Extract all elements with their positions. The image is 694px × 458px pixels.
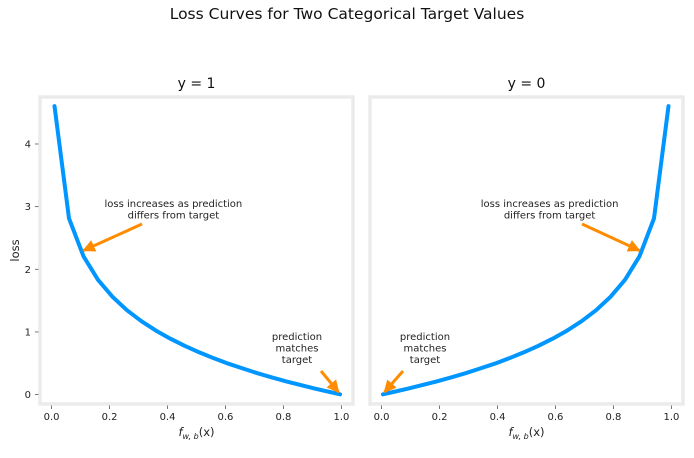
annotation-text: loss increases as prediction differs from… bbox=[105, 199, 243, 222]
annotation-1: loss increases as prediction differs from… bbox=[481, 199, 641, 252]
y-tick-label: 4 bbox=[25, 139, 31, 150]
plot-panel-2: y = 0 0.0 0.2 0.4 0.6 0.8 1.0 fw, b(x) loss incr… bbox=[368, 76, 685, 441]
annotation-2: prediction matches target bbox=[272, 332, 340, 394]
plot-title: y = 1 bbox=[178, 76, 216, 92]
plot-panel-1: y = 1 0.0 0.2 0.4 0.6 0.8 1.0 0 1 2 3 4 fw, b(x) loss… bbox=[8, 76, 355, 441]
annotation-text: prediction matches target bbox=[400, 332, 450, 366]
annotation-line: prediction bbox=[272, 332, 322, 343]
annotation-text: prediction matches target bbox=[272, 332, 322, 366]
annotation-line: matches bbox=[404, 344, 447, 355]
x-axis-label-base: f bbox=[178, 425, 184, 439]
x-axis-label-arg: (x) bbox=[529, 425, 545, 439]
x-tick-label: 0.6 bbox=[218, 412, 234, 423]
annotation-arrow bbox=[82, 222, 143, 252]
annotation-line: target bbox=[282, 355, 312, 366]
plot-title: y = 0 bbox=[508, 76, 546, 92]
x-tick-label: 0.4 bbox=[490, 412, 506, 423]
annotation-line: target bbox=[410, 355, 440, 366]
y-tick-label: 2 bbox=[25, 265, 31, 276]
annotation-1: loss increases as prediction differs from… bbox=[82, 199, 243, 252]
x-tick-label: 0.0 bbox=[44, 412, 60, 423]
plot-frame bbox=[368, 95, 685, 406]
x-tick-label: 0.0 bbox=[374, 412, 390, 423]
figure-title: Loss Curves for Two Categorical Target V… bbox=[169, 5, 525, 23]
annotation-line: differs from target bbox=[504, 211, 596, 222]
x-tick-label: 0.2 bbox=[102, 412, 118, 423]
y-tick-label: 0 bbox=[25, 390, 31, 401]
annotation-text: loss increases as prediction differs from… bbox=[481, 199, 619, 222]
annotation-arrow bbox=[383, 370, 405, 394]
x-tick-label: 1.0 bbox=[663, 412, 679, 423]
x-axis-label-base: f bbox=[508, 425, 514, 439]
x-tick-label: 0.8 bbox=[275, 412, 291, 423]
y-tick-label: 3 bbox=[25, 202, 31, 213]
x-tick-label: 0.8 bbox=[605, 412, 621, 423]
annotation-arrow bbox=[319, 370, 340, 394]
x-tick-label: 1.0 bbox=[333, 412, 349, 423]
x-tick-label: 0.6 bbox=[548, 412, 564, 423]
annotation-line: prediction bbox=[400, 332, 450, 343]
x-axis-label-sub: w, b bbox=[513, 432, 529, 441]
x-axis-label: fw, b(x) bbox=[178, 425, 214, 441]
loss-curve-series-1 bbox=[52, 104, 342, 397]
annotation-2: prediction matches target bbox=[383, 332, 450, 394]
x-tick-label: 0.2 bbox=[432, 412, 448, 423]
x-axis-label-sub: w, b bbox=[183, 432, 199, 441]
annotation-line: matches bbox=[276, 344, 319, 355]
x-axis-label: fw, b(x) bbox=[508, 425, 544, 441]
annotation-line: differs from target bbox=[128, 211, 220, 222]
x-tick-label: 0.4 bbox=[160, 412, 176, 423]
annotation-line: loss increases as prediction bbox=[481, 199, 619, 210]
x-axis-label-arg: (x) bbox=[199, 425, 215, 439]
y-axis-label: loss bbox=[8, 239, 22, 261]
plot-frame bbox=[38, 95, 355, 406]
y-tick-label: 1 bbox=[25, 327, 31, 338]
annotation-line: loss increases as prediction bbox=[105, 199, 243, 210]
annotation-arrow bbox=[581, 222, 641, 252]
loss-curve-series-1 bbox=[381, 104, 671, 397]
